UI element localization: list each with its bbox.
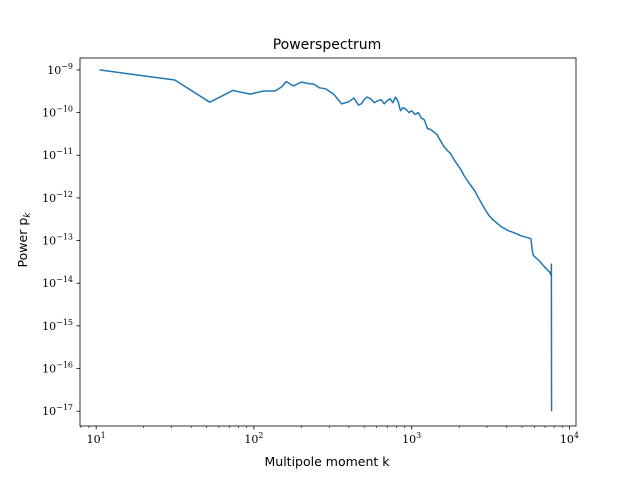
x-tick-label-exponent: 1: [101, 431, 106, 440]
series-line-0: [99, 69, 553, 412]
y-tick-label-base: 10: [42, 277, 56, 290]
y-tick-label-exponent: −9: [61, 62, 73, 71]
y-tick-label-exponent: −12: [56, 190, 73, 199]
y-tick-label-8: 10−17: [42, 403, 73, 418]
y-tick-label-5: 10−14: [42, 275, 73, 290]
y-axis-label-subscript: k: [23, 212, 33, 218]
x-tick-label-2: 103: [402, 431, 421, 446]
y-tick-label-3: 10−12: [42, 190, 73, 205]
y-tick-label-base: 10: [42, 192, 56, 205]
x-tick-label-1: 102: [244, 431, 263, 446]
y-tick-label-base: 10: [42, 405, 56, 418]
y-axis-label: Power pk: [15, 212, 33, 268]
x-tick-label-3: 104: [560, 431, 579, 446]
chart-title: Powerspectrum: [273, 37, 382, 53]
x-tick-label-base: 10: [244, 433, 258, 446]
x-tick-label-0: 101: [87, 431, 106, 446]
x-tick-label-exponent: 2: [258, 431, 263, 440]
x-tick-label-exponent: 4: [574, 431, 579, 440]
y-tick-label-exponent: −11: [56, 147, 73, 156]
y-tick-label-2: 10−11: [42, 147, 73, 162]
y-tick-label-exponent: −14: [56, 275, 73, 284]
plot-area: 101 102 103 10410−910−1010−1110−1210−1310−1…: [42, 57, 579, 446]
y-tick-label-base: 10: [42, 235, 56, 248]
y-axis-label-main: Power p: [15, 218, 30, 268]
y-tick-label-base: 10: [47, 64, 61, 77]
y-tick-label-0: 10−9: [47, 62, 73, 77]
y-tick-label-exponent: −16: [56, 361, 73, 370]
y-tick-label-base: 10: [42, 107, 56, 120]
y-tick-label-exponent: −17: [56, 403, 73, 412]
y-tick-label-base: 10: [42, 363, 56, 376]
axes-frame: [79, 57, 577, 427]
y-tick-label-exponent: −13: [56, 233, 73, 242]
x-tick-label-base: 10: [402, 433, 416, 446]
y-tick-label-7: 10−16: [42, 361, 73, 376]
x-tick-label-base: 10: [87, 433, 101, 446]
y-tick-label-base: 10: [42, 320, 56, 333]
y-tick-label-exponent: −15: [56, 318, 73, 327]
y-tick-label-exponent: −10: [56, 105, 73, 114]
y-tick-label-6: 10−15: [42, 318, 73, 333]
x-tick-label-exponent: 3: [416, 431, 421, 440]
y-tick-label-base: 10: [42, 149, 56, 162]
y-tick-label-1: 10−10: [42, 105, 73, 120]
y-tick-label-4: 10−13: [42, 233, 73, 248]
x-tick-label-base: 10: [560, 433, 574, 446]
x-axis-label: Multipole moment k: [265, 454, 391, 469]
